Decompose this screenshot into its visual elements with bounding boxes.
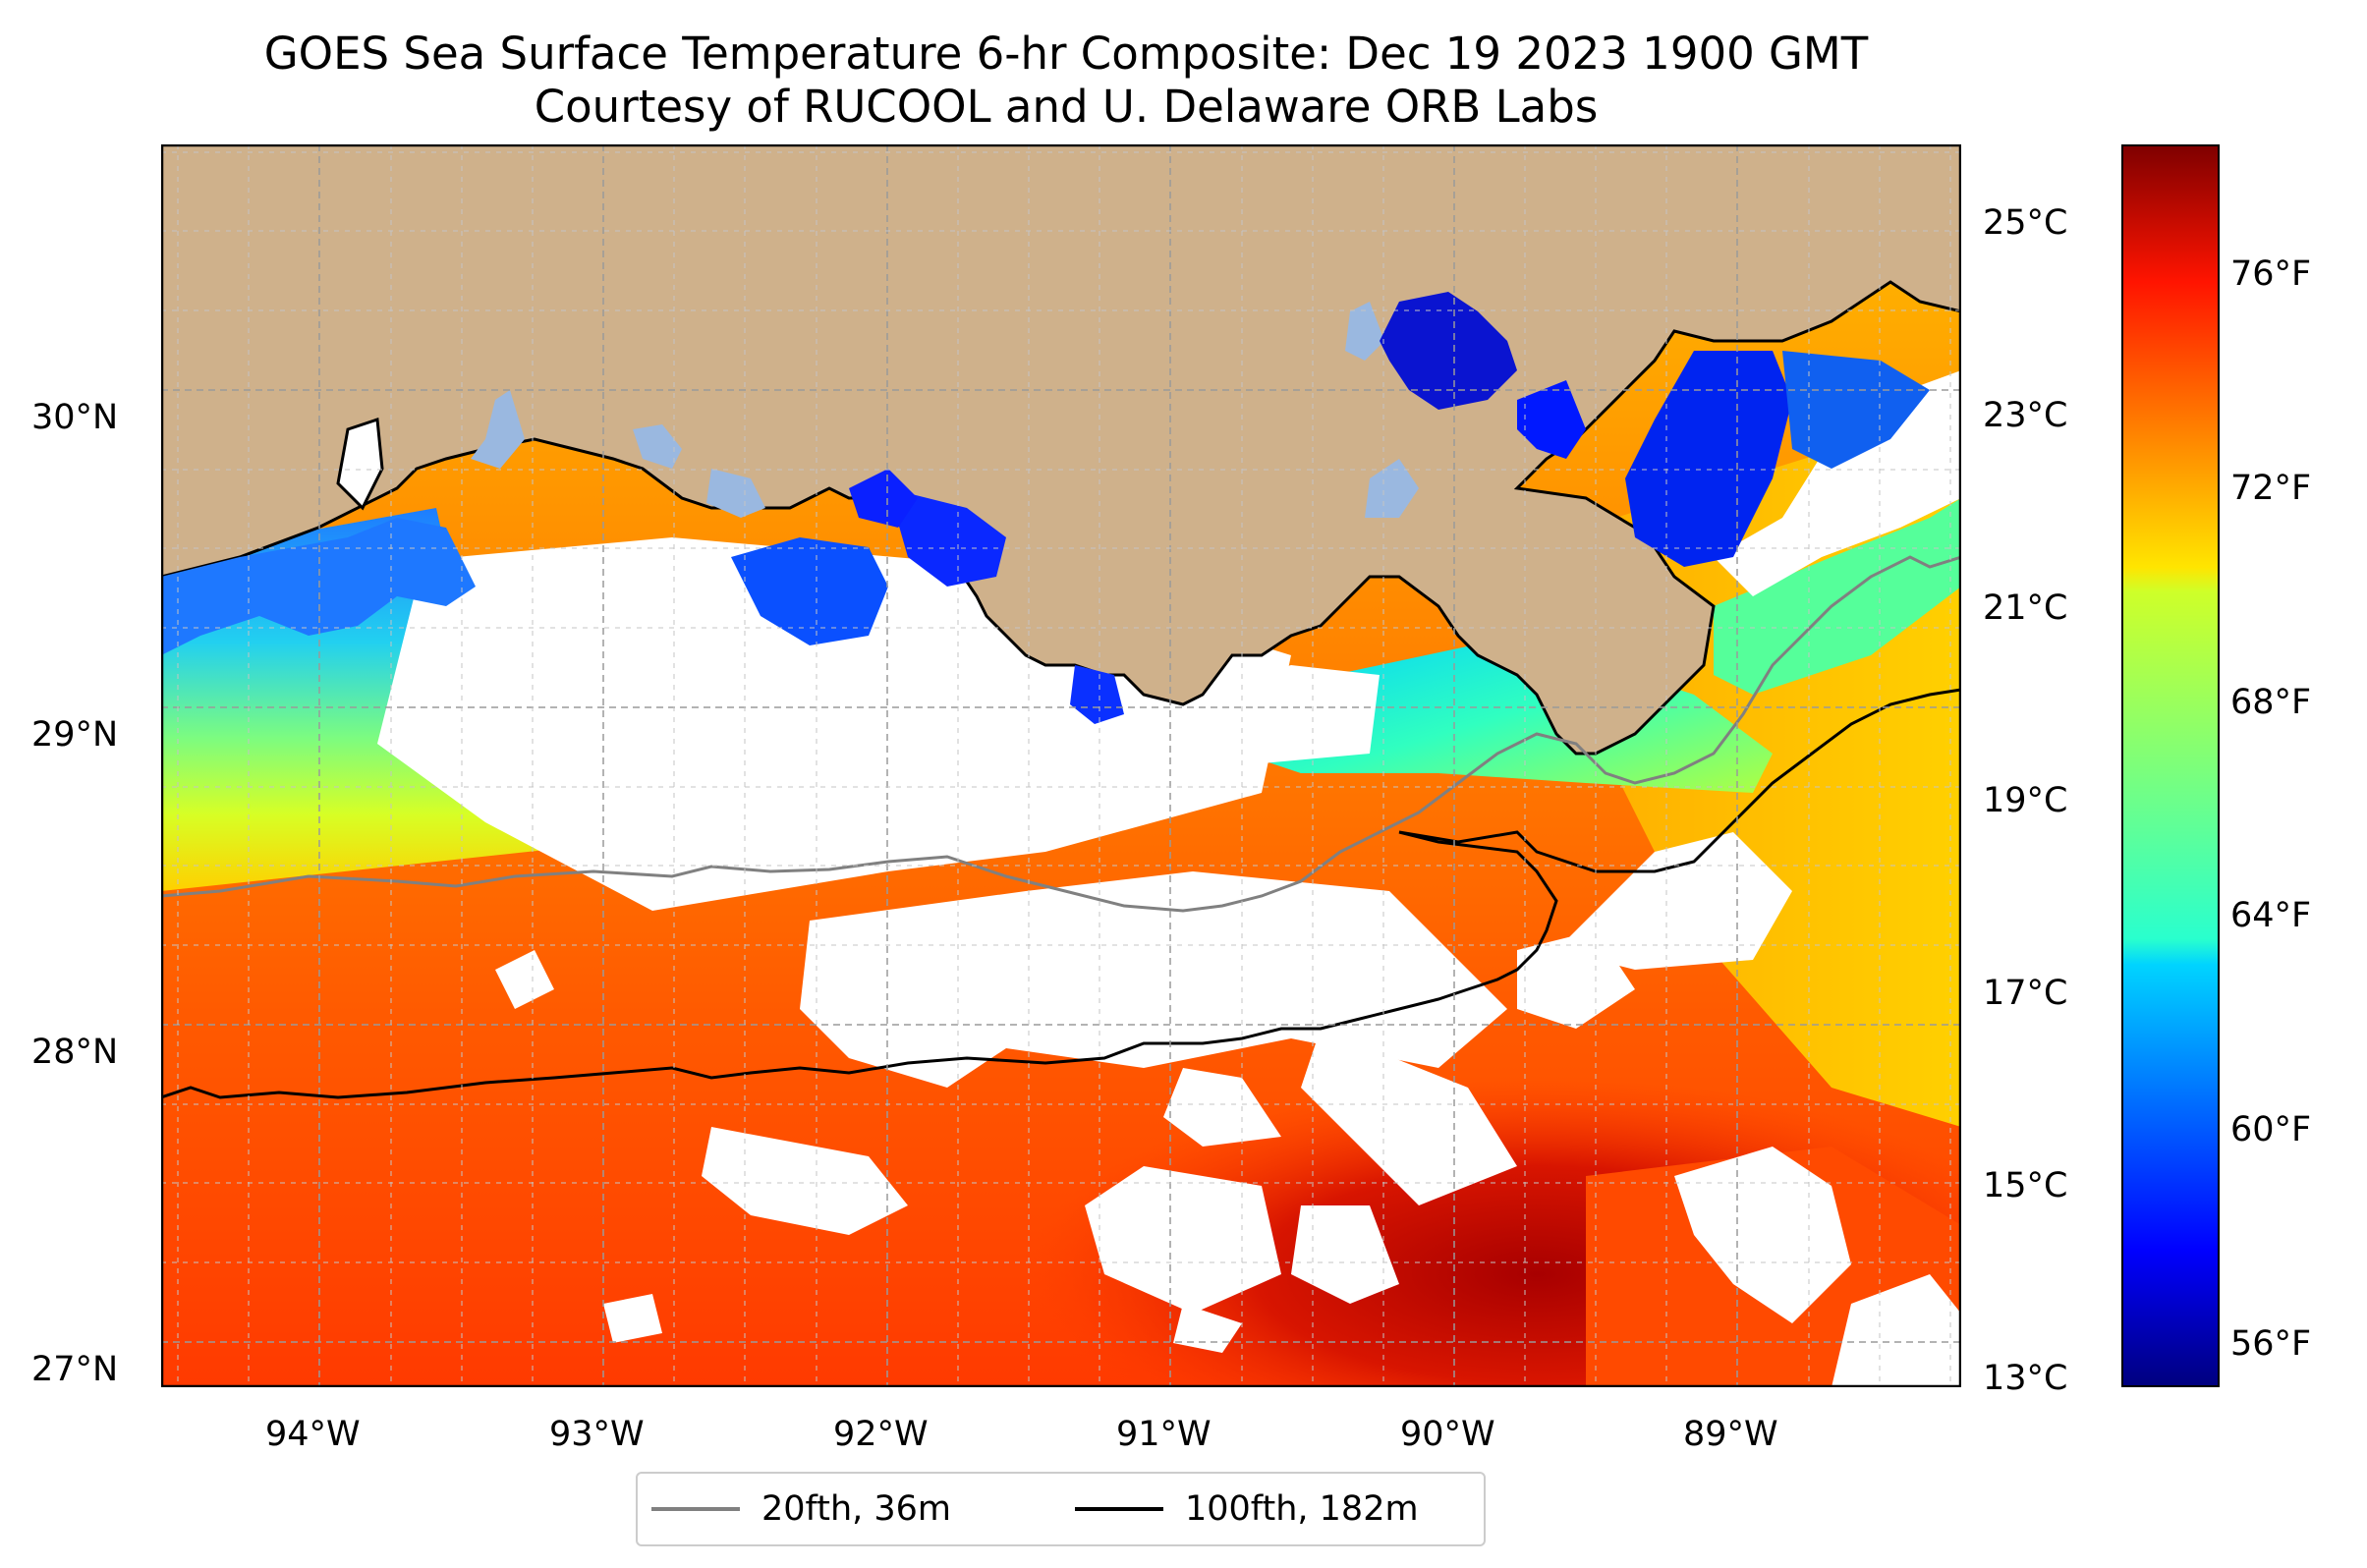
lat-tick-label: 29°N bbox=[31, 715, 119, 755]
isobath-20fth-36m bbox=[161, 555, 1961, 913]
legend-item-100fth: 100fth, 182m bbox=[1075, 1474, 1419, 1544]
fahrenheit-tick-label: 56°F bbox=[2230, 1324, 2312, 1364]
fahrenheit-tick-label: 72°F bbox=[2230, 469, 2312, 508]
legend-line-gray bbox=[651, 1507, 740, 1511]
fahrenheit-tick-label: 64°F bbox=[2230, 896, 2312, 935]
calcasieu-lake bbox=[336, 417, 384, 511]
map-gridlines bbox=[161, 144, 1961, 1387]
lon-tick-label: 89°W bbox=[1683, 1415, 1778, 1454]
figure-title: GOES Sea Surface Temperature 6-hr Compos… bbox=[263, 28, 1869, 80]
colorbar bbox=[2121, 144, 2220, 1387]
coastal-cold-water bbox=[161, 469, 1124, 724]
celsius-tick-label: 23°C bbox=[1983, 396, 2068, 435]
fahrenheit-tick-label: 68°F bbox=[2230, 683, 2312, 722]
lat-tick-label: 27°N bbox=[31, 1350, 119, 1389]
sst-map bbox=[161, 144, 1961, 1387]
celsius-tick-label: 17°C bbox=[1983, 974, 2068, 1013]
celsius-tick-label: 21°C bbox=[1983, 588, 2068, 628]
lon-tick-label: 90°W bbox=[1400, 1415, 1495, 1454]
celsius-tick-label: 19°C bbox=[1983, 781, 2068, 820]
legend-label: 20fth, 36m bbox=[761, 1489, 952, 1529]
legend-line-black bbox=[1075, 1507, 1163, 1511]
lon-tick-label: 91°W bbox=[1116, 1415, 1212, 1454]
celsius-tick-label: 25°C bbox=[1983, 203, 2068, 243]
lat-tick-label: 30°N bbox=[31, 398, 119, 437]
legend-item-20fth: 20fth, 36m bbox=[651, 1474, 951, 1544]
map-border bbox=[161, 144, 1961, 1387]
figure-subtitle: Courtesy of RUCOOL and U. Delaware ORB L… bbox=[534, 81, 1599, 133]
fahrenheit-tick-label: 60°F bbox=[2230, 1110, 2312, 1149]
northeast-coastal-water bbox=[1714, 498, 1961, 695]
map-minor-gridlines bbox=[161, 144, 1961, 1387]
lon-tick-label: 94°W bbox=[265, 1415, 361, 1454]
isobath-legend: 20fth, 36m 100fth, 182m bbox=[636, 1472, 1486, 1546]
celsius-tick-label: 15°C bbox=[1983, 1166, 2068, 1205]
celsius-tick-label: 13°C bbox=[1983, 1359, 2068, 1398]
colorbar-gradient bbox=[2121, 144, 2220, 1387]
lon-tick-label: 92°W bbox=[833, 1415, 929, 1454]
isobath-100fth-182m bbox=[161, 688, 1961, 1099]
lon-tick-label: 93°W bbox=[549, 1415, 645, 1454]
lat-tick-label: 28°N bbox=[31, 1033, 119, 1072]
fahrenheit-tick-label: 76°F bbox=[2230, 254, 2312, 294]
legend-label: 100fth, 182m bbox=[1185, 1489, 1419, 1529]
